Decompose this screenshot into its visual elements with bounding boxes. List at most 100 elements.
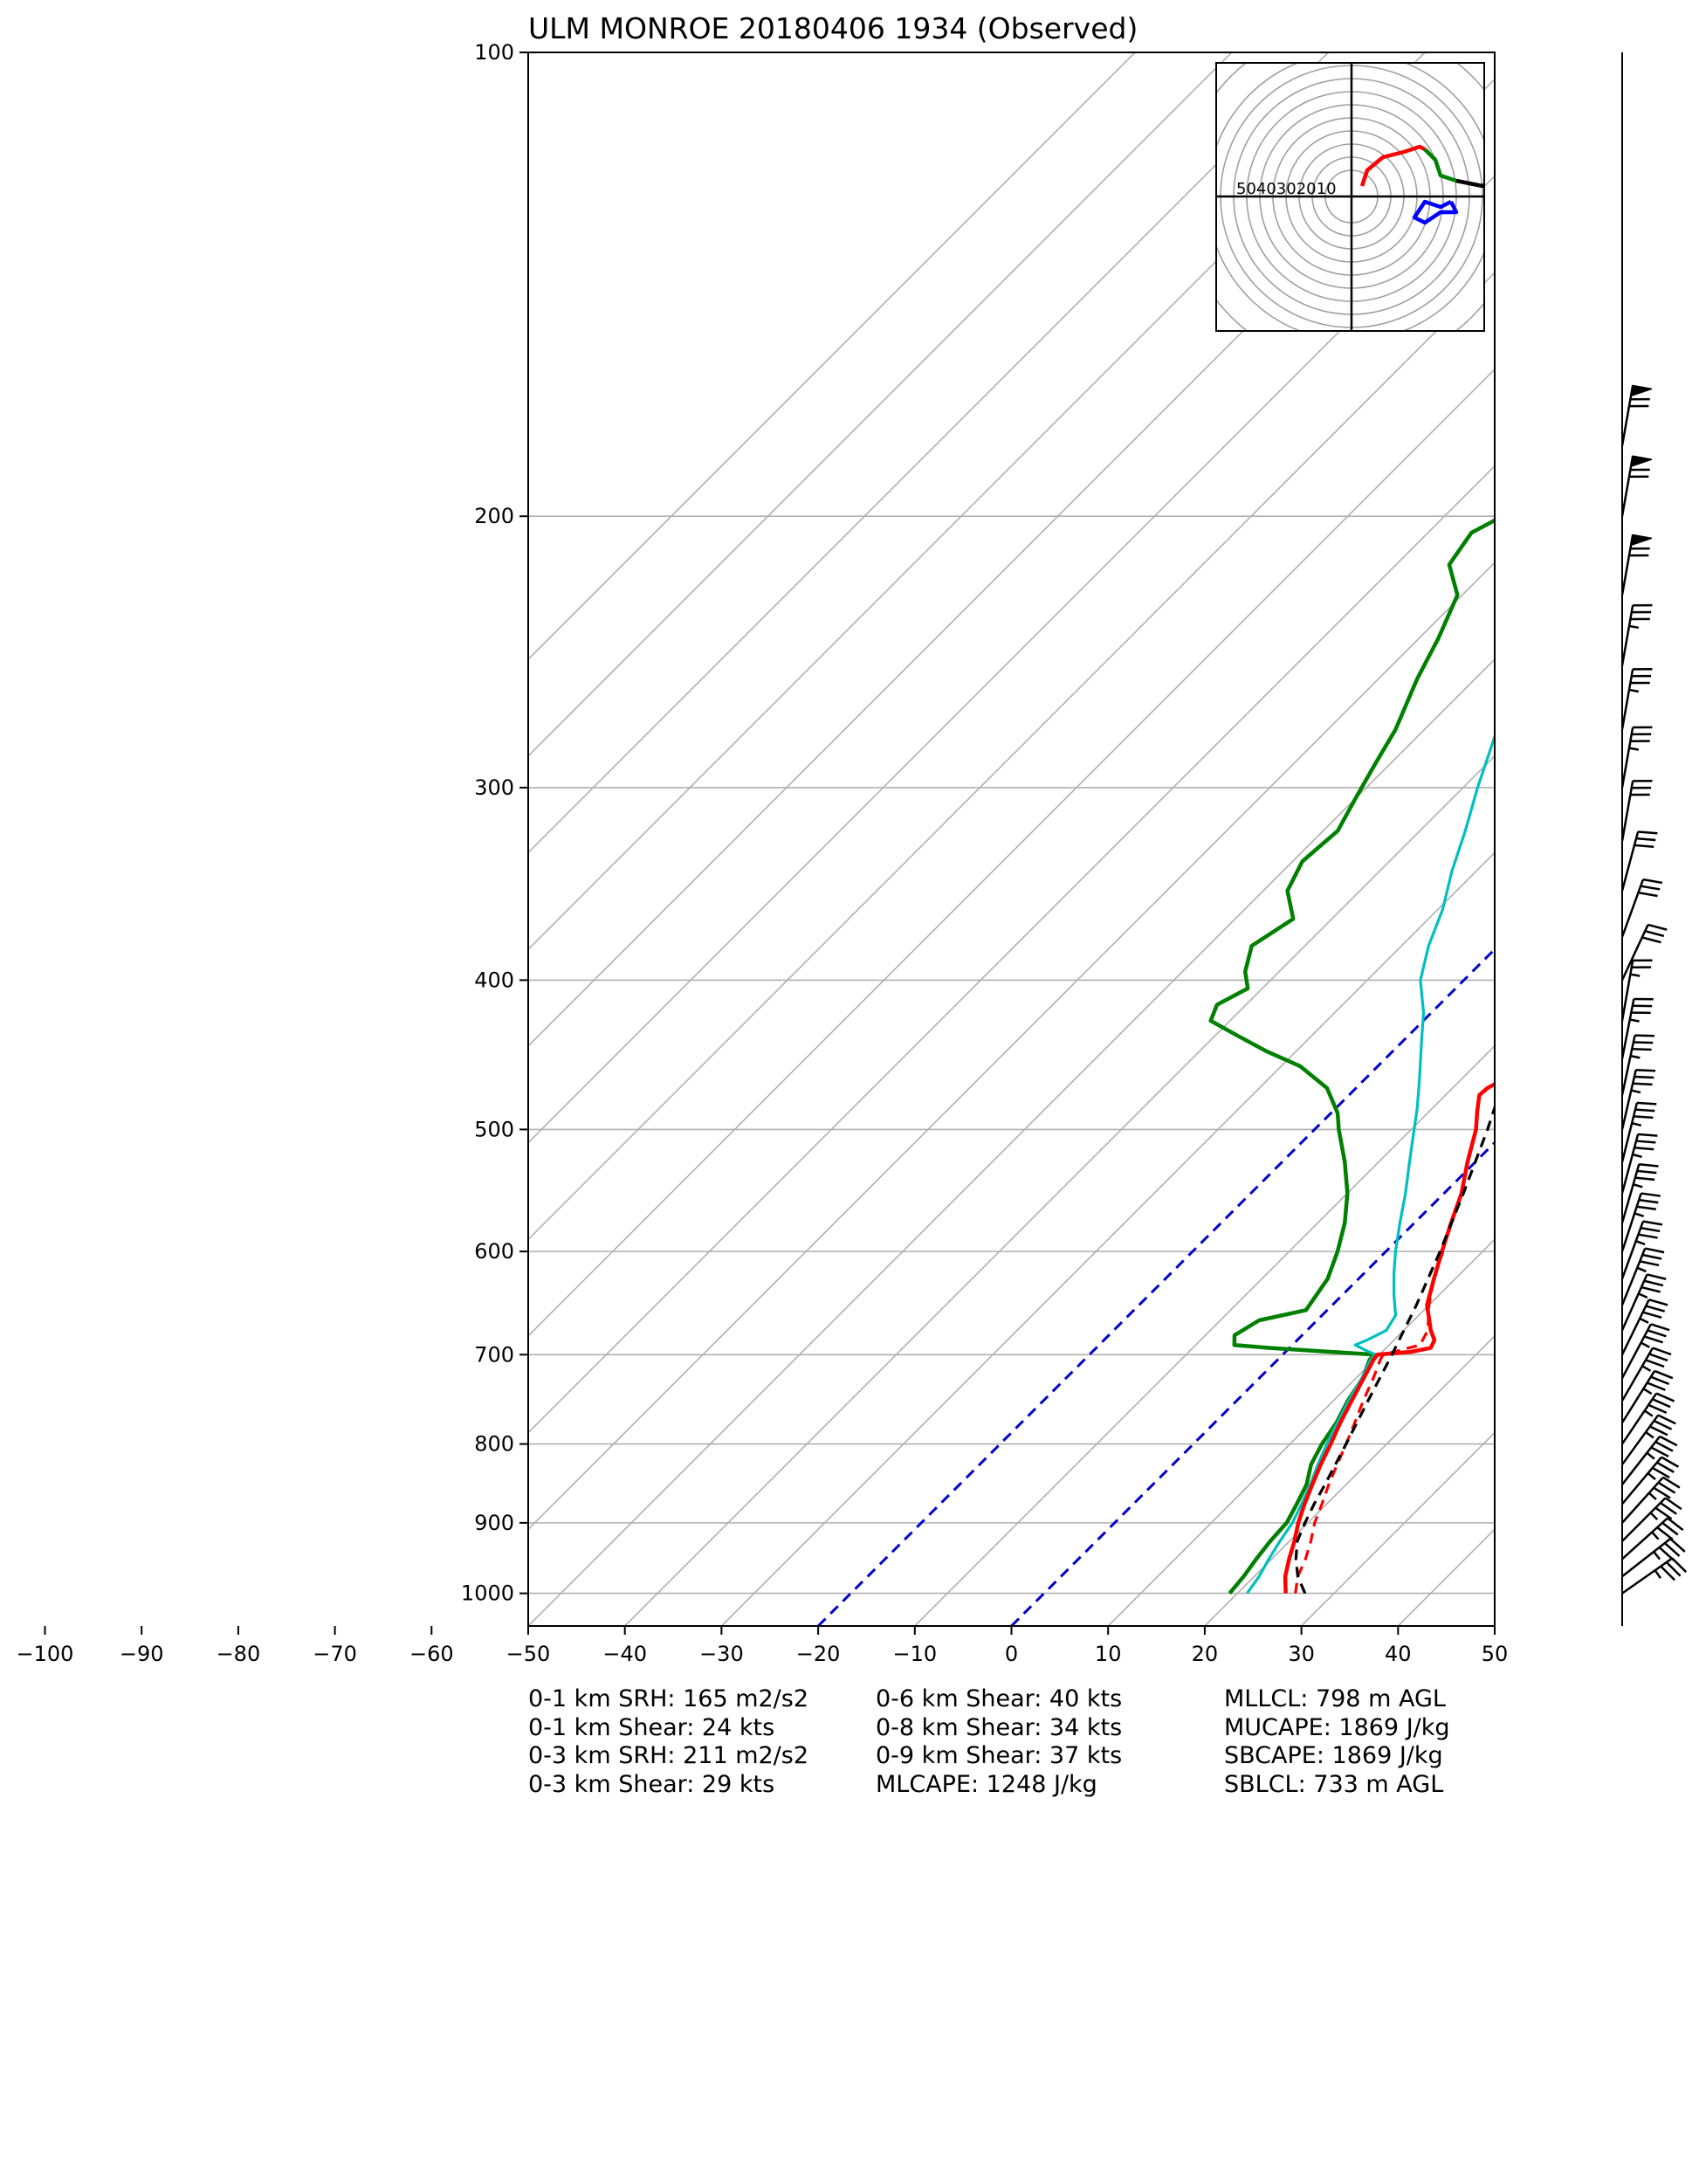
stat-line: 0-8 km Shear: 34 kts: [876, 1713, 1123, 1741]
wind-barb: [1621, 1497, 1682, 1542]
stat-line: SBCAPE: 1869 J/kg: [1224, 1742, 1443, 1769]
wind-barb: [1620, 779, 1653, 842]
wind-barb: [1620, 1068, 1656, 1130]
wind-barb: [1620, 1162, 1659, 1223]
stat-line: 0-3 km SRH: 211 m2/s2: [528, 1742, 809, 1769]
stat-line: 0-3 km Shear: 29 kts: [528, 1770, 775, 1798]
x-tick-label: 0: [1005, 1642, 1018, 1666]
stats-column-2: 0-6 km Shear: 40 kts 0-8 km Shear: 34 kt…: [876, 1685, 1122, 1799]
stat-line: 0-1 km SRH: 165 m2/s2: [528, 1685, 809, 1712]
x-tick-label: 40: [1385, 1642, 1412, 1666]
isotherm-gridline: [528, 52, 1329, 854]
x-tick-label: 30: [1288, 1642, 1315, 1666]
isotherm-gridline: [528, 52, 1426, 951]
stat-line: MUCAPE: 1869 J/kg: [1224, 1713, 1450, 1741]
parcel-profile: [1294, 1103, 1495, 1595]
isotherm-gridline: [528, 368, 1495, 1338]
x-tick-label: 20: [1192, 1642, 1219, 1666]
hodograph-ring-labels: 5040302010: [1236, 180, 1337, 198]
stat-line: MLLCL: 798 m AGL: [1224, 1685, 1446, 1712]
isotherm-gridline: [914, 1044, 1495, 1626]
wind-barb: [1620, 997, 1654, 1059]
data-layer: [1208, 518, 1495, 1595]
isotherm-gridline: [624, 754, 1495, 1626]
stat-line: MLCAPE: 1248 J/kg: [876, 1770, 1097, 1798]
hodograph-trace: [1359, 144, 1427, 187]
x-tick-label: −70: [313, 1642, 357, 1666]
wind-barb: [1620, 726, 1653, 789]
stat-line: 0-6 km Shear: 40 kts: [876, 1685, 1123, 1712]
x-tick-label: −40: [602, 1642, 647, 1666]
chart-title: ULM MONROE 20180406 1934 (Observed): [528, 11, 1138, 45]
wind-barb: [1620, 1369, 1674, 1423]
hodograph-trace: [1423, 148, 1457, 183]
stat-line: 0-1 km Shear: 24 kts: [528, 1713, 775, 1741]
wind-barb: [1621, 1476, 1681, 1524]
wind-barb: [1620, 603, 1653, 666]
wind-barb: [1620, 1192, 1661, 1252]
x-tick-label: −30: [699, 1642, 744, 1666]
wind-barb: [1620, 667, 1653, 730]
isotherm-gridline: [528, 465, 1495, 1434]
wind-barb: [1621, 1557, 1688, 1595]
wind-barb: [1620, 534, 1653, 596]
dewpoint-profile: [1208, 518, 1495, 1595]
isotherm-gridline: [528, 658, 1495, 1626]
wind-barb: [1620, 1347, 1672, 1402]
isotherm-gridline: [1204, 1334, 1495, 1626]
y-tick-label: 500: [474, 1117, 514, 1141]
hodograph-trace: [1455, 178, 1484, 189]
hodograph-trace: [1412, 199, 1459, 225]
wetbulb-profile: [1246, 732, 1495, 1595]
stats-column-3: MLLCL: 798 m AGL MUCAPE: 1869 J/kg SBCAP…: [1224, 1685, 1450, 1799]
wind-barb: [1620, 923, 1668, 981]
x-tick-label: −20: [796, 1642, 841, 1666]
wind-barbs: [1620, 52, 1688, 1626]
wind-barb: [1621, 1456, 1680, 1505]
stat-line: 0-9 km Shear: 37 kts: [876, 1742, 1123, 1769]
wind-barb: [1620, 878, 1663, 938]
x-tick-label: −90: [120, 1642, 164, 1666]
y-tick-label: 200: [474, 504, 514, 528]
wind-barb: [1620, 455, 1653, 517]
wind-barb: [1620, 1220, 1663, 1279]
wind-barb: [1620, 1101, 1657, 1163]
wind-barb: [1620, 1034, 1654, 1096]
stats-column-1: 0-1 km SRH: 165 m2/s2 0-1 km Shear: 24 k…: [528, 1685, 808, 1799]
wind-barb: [1620, 830, 1658, 892]
wind-barb: [1620, 1247, 1665, 1306]
isotherm-gridline: [720, 851, 1495, 1626]
wind-barb: [1620, 1323, 1670, 1379]
y-tick-label: 900: [474, 1511, 514, 1535]
y-tick-label: 1000: [461, 1581, 514, 1606]
y-tick-label: 100: [474, 40, 514, 65]
wind-barb: [1621, 1517, 1684, 1560]
x-tick-label: −50: [506, 1642, 551, 1666]
x-tick-label: −80: [217, 1642, 261, 1666]
hodograph-frame: [1215, 62, 1485, 332]
temperature-profile: [1283, 1081, 1495, 1594]
stat-line: SBLCL: 733 m AGL: [1224, 1770, 1444, 1798]
wind-barb: [1620, 384, 1653, 446]
wind-barb: [1620, 1133, 1658, 1194]
isotherm-gridline: [1494, 1624, 1495, 1626]
virtual-temperature-profile: [1294, 1250, 1445, 1594]
wind-barb: [1620, 1414, 1676, 1465]
y-tick-label: 300: [474, 775, 514, 800]
wind-barb: [1620, 1273, 1667, 1331]
y-tick-label: 800: [474, 1432, 514, 1457]
x-tick-label: 50: [1482, 1642, 1509, 1666]
x-tick-label: −100: [17, 1642, 74, 1666]
wind-barb: [1620, 1299, 1668, 1355]
x-tick-label: −60: [409, 1642, 454, 1666]
y-tick-label: 600: [474, 1239, 514, 1264]
isotherm-gridline: [528, 562, 1495, 1531]
x-tick-label: −10: [892, 1642, 937, 1666]
isotherm-gridline: [528, 52, 1233, 757]
highlighted-isotherm: [817, 947, 1495, 1626]
wind-barb: [1620, 1392, 1675, 1445]
wind-barb: [1620, 959, 1653, 1022]
hodograph: 5040302010: [1215, 62, 1485, 332]
